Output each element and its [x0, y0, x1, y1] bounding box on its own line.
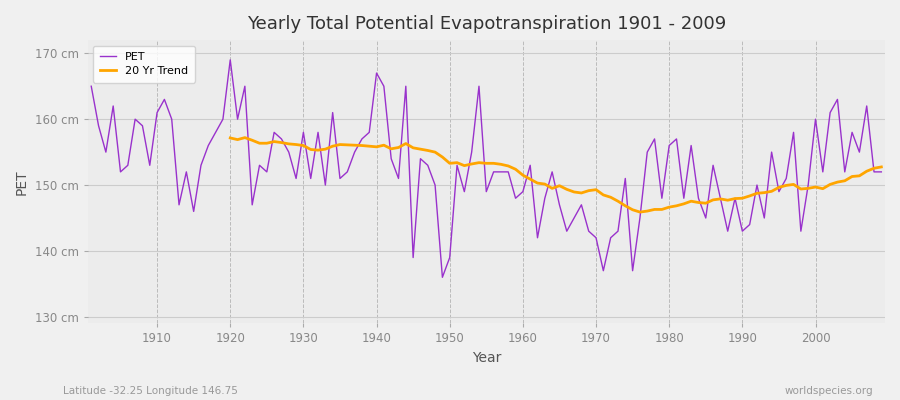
- PET: [225, 58, 236, 62]
- PET: [144, 163, 155, 168]
- Line: PET: PET: [91, 60, 881, 277]
- 20 Yr Trend: [225, 136, 236, 140]
- PET: [525, 163, 535, 168]
- Bar: [87, 86, 885, 152]
- 20 Yr Trend: [781, 183, 792, 188]
- 20 Yr Trend: [876, 164, 886, 169]
- PET: [86, 84, 96, 89]
- 20 Yr Trend: [796, 187, 806, 192]
- 20 Yr Trend: [861, 169, 872, 174]
- PET: [532, 235, 543, 240]
- 20 Yr Trend: [634, 210, 645, 214]
- PET: [620, 176, 631, 181]
- Title: Yearly Total Potential Evapotranspiration 1901 - 2009: Yearly Total Potential Evapotranspiratio…: [247, 15, 726, 33]
- 20 Yr Trend: [693, 200, 704, 205]
- PET: [876, 170, 886, 174]
- Text: Latitude -32.25 Longitude 146.75: Latitude -32.25 Longitude 146.75: [63, 386, 238, 396]
- Legend: PET, 20 Yr Trend: PET, 20 Yr Trend: [93, 46, 195, 82]
- 20 Yr Trend: [320, 147, 330, 152]
- PET: [356, 136, 367, 141]
- Bar: [87, 152, 885, 218]
- 20 Yr Trend: [239, 135, 250, 140]
- Bar: [87, 284, 885, 350]
- Bar: [87, 218, 885, 284]
- Text: worldspecies.org: worldspecies.org: [785, 386, 873, 396]
- Line: 20 Yr Trend: 20 Yr Trend: [230, 138, 881, 212]
- PET: [437, 275, 448, 280]
- 20 Yr Trend: [429, 150, 440, 154]
- Bar: [87, 40, 885, 86]
- X-axis label: Year: Year: [472, 351, 501, 365]
- Y-axis label: PET: PET: [15, 169, 29, 194]
- PET: [312, 130, 323, 135]
